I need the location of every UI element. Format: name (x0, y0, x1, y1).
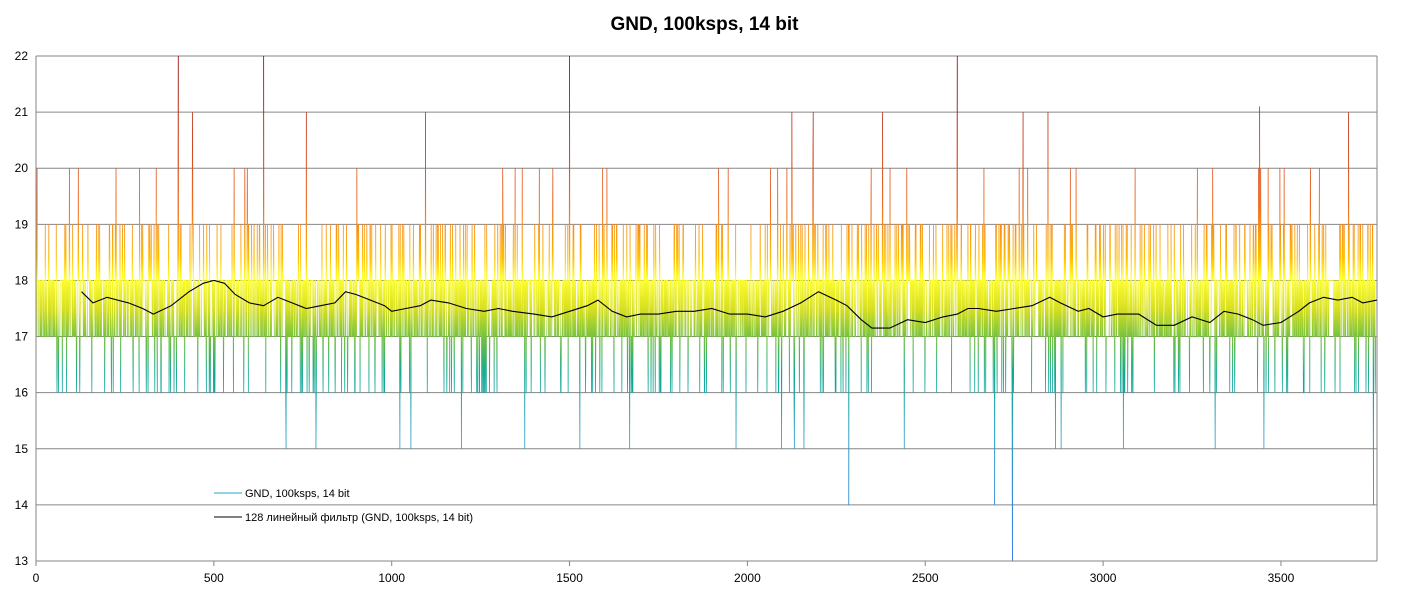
y-tick-label: 19 (15, 217, 29, 231)
y-tick-label: 20 (15, 161, 29, 175)
x-tick-label: 2500 (912, 571, 939, 585)
x-tick-label: 3500 (1268, 571, 1295, 585)
legend-label-signal: GND, 100ksps, 14 bit (245, 488, 350, 500)
series-signal-line (35, 55, 1377, 562)
chart-title: GND, 100ksps, 14 bit (610, 14, 799, 35)
y-tick-label: 17 (15, 330, 29, 344)
filter-series-path (81, 279, 1378, 329)
y-tick-label: 21 (15, 105, 29, 119)
x-tick-label: 1500 (556, 571, 583, 585)
x-tick-label: 3000 (1090, 571, 1117, 585)
y-tick-label: 14 (15, 498, 29, 512)
legend: GND, 100ksps, 14 bit 128 линейный фильтр… (214, 488, 473, 524)
y-tick-label: 13 (15, 554, 29, 568)
x-tick-label: 1000 (378, 571, 405, 585)
y-tick-label: 15 (15, 442, 29, 456)
y-tick-label: 22 (15, 49, 29, 63)
series-filter-line (81, 279, 1378, 329)
signal-series-path (35, 55, 1377, 562)
x-tick-label: 2000 (734, 571, 761, 585)
x-tick-label: 500 (204, 571, 224, 585)
axes-layer: 13 14 15 16 17 18 19 20 21 22 0 500 1000 1500 2000 2500… (15, 49, 1377, 585)
y-tick-label: 16 (15, 386, 29, 400)
x-tick-label: 0 (33, 571, 40, 585)
legend-label-filter: 128 линейный фильтр (GND, 100ksps, 14 bi… (245, 512, 473, 524)
y-tick-label: 18 (15, 273, 29, 287)
